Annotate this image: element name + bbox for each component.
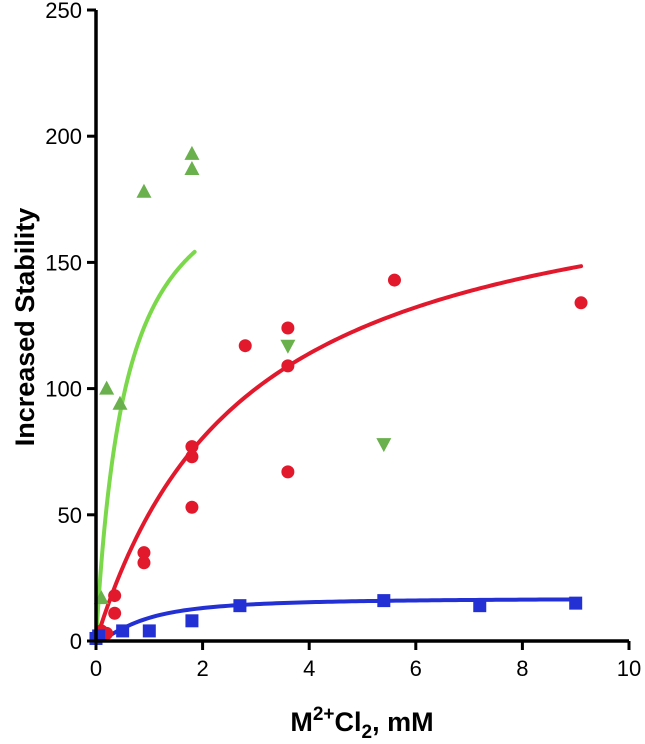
- data-point-circle: [281, 465, 295, 479]
- data-point-square: [377, 594, 391, 608]
- fit-curves: [94, 249, 584, 643]
- y-axis-title: Increased Stability: [10, 208, 40, 447]
- data-point-circle: [281, 321, 295, 335]
- x-tick-label: 4: [303, 656, 315, 681]
- data-point-triangle-up: [112, 395, 128, 410]
- x-axis-title: M2+Cl2, mM: [290, 704, 433, 743]
- data-point-square: [116, 624, 130, 638]
- data-point-triangle-up: [184, 145, 200, 160]
- data-point-circle: [137, 546, 151, 560]
- data-point-circle: [137, 556, 151, 570]
- data-point-circle: [185, 450, 199, 464]
- fit-curve-1: [94, 249, 197, 643]
- data-point-circle: [108, 589, 122, 603]
- data-point-circle: [574, 296, 588, 310]
- fit-curve-3: [94, 597, 578, 643]
- data-point-triangle-up: [99, 380, 115, 395]
- x-title-subscript: 2: [362, 722, 373, 743]
- x-tick-label: 6: [410, 656, 422, 681]
- x-title-tail: , mM: [372, 707, 434, 737]
- x-tick-label: 0: [90, 656, 102, 681]
- data-point-circle: [108, 606, 122, 620]
- y-tick-label: 200: [45, 124, 82, 149]
- x-title-base: M: [290, 707, 313, 737]
- data-point-circle: [185, 500, 199, 514]
- data-point-circle: [281, 359, 295, 373]
- x-title-mid: Cl: [335, 707, 362, 737]
- data-point-circle: [387, 273, 401, 287]
- y-tick-label: 100: [45, 377, 82, 402]
- data-point-square: [569, 596, 583, 610]
- data-point-circle: [238, 339, 252, 353]
- x-tick-label: 10: [617, 656, 641, 681]
- tick-labels: 0 50 100 150 200 250 0 2 4 6 8 10: [45, 0, 641, 681]
- x-title-superscript: 2+: [313, 704, 335, 725]
- axes: [87, 8, 631, 650]
- data-point-triangle-down: [280, 339, 296, 354]
- data-point-circle: [185, 440, 199, 454]
- data-point-triangle-up: [184, 161, 200, 176]
- data-point-triangle-up: [136, 183, 152, 198]
- data-point-square: [142, 624, 156, 638]
- y-tick-label: 250: [45, 0, 82, 23]
- data-point-triangle-down: [376, 438, 392, 453]
- x-tick-label: 8: [516, 656, 528, 681]
- data-point-square: [233, 599, 247, 613]
- data-point-square: [185, 614, 199, 628]
- y-tick-label: 50: [58, 503, 82, 528]
- data-point-square: [473, 599, 487, 613]
- y-tick-label: 150: [45, 250, 82, 275]
- data-points: [89, 145, 588, 645]
- fit-curve-2: [94, 264, 584, 643]
- y-tick-label: 0: [70, 629, 82, 654]
- x-tick-label: 2: [196, 656, 208, 681]
